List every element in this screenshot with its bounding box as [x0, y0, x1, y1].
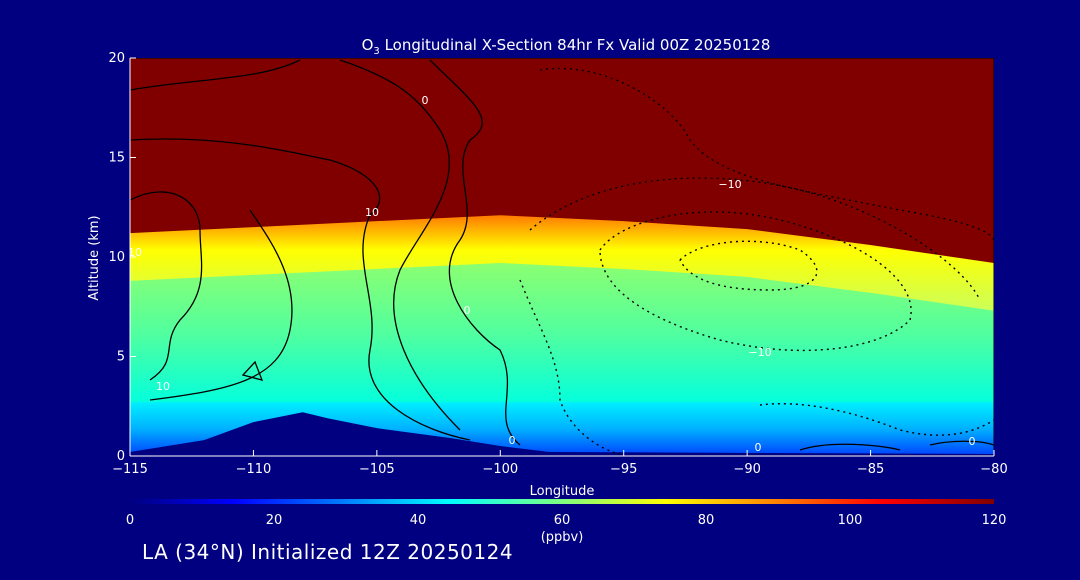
contour-label: 10	[365, 206, 379, 219]
colorbar-ticks: 0 20 40 60 80 100 120	[126, 513, 1007, 528]
contour-labels: 0 10 0 10 10 0 −10 −10 0 0	[128, 94, 976, 454]
contour-label: −10	[748, 346, 771, 359]
y-tick-label: 15	[108, 151, 125, 166]
contour-label: 0	[969, 435, 976, 448]
x-ticks: −115 −110 −105 −100 −95 −90 −85 −80	[112, 450, 1008, 477]
terrain	[130, 412, 994, 456]
contour-label: 10	[128, 246, 142, 259]
colorbar-tick-label: 80	[698, 513, 715, 528]
y-tick-label: 5	[117, 350, 125, 365]
x-tick-label: −85	[857, 462, 884, 477]
contour-label: 0	[755, 441, 762, 454]
contour-label: 0	[422, 94, 429, 107]
colorbar-tick-label: 120	[982, 513, 1007, 528]
colorbar-tick-label: 100	[838, 513, 863, 528]
x-tick-label: −105	[359, 462, 395, 477]
mid-troposphere-band	[130, 262, 994, 407]
contour-line	[130, 191, 203, 381]
dotted-contour-line	[539, 67, 994, 241]
contour-line	[149, 209, 293, 401]
contour-lines	[130, 59, 994, 451]
y-tick-label: 0	[117, 449, 125, 464]
colorbar-units: (ppbv)	[541, 530, 584, 545]
contour-line	[799, 440, 994, 451]
contour-line	[241, 360, 264, 381]
x-tick-label: −115	[112, 462, 148, 477]
x-tick-label: −90	[733, 462, 760, 477]
dotted-contour-line	[759, 403, 994, 436]
colorbar	[130, 499, 994, 504]
contour-line	[429, 59, 521, 446]
contour-label: 0	[509, 434, 516, 447]
contour-label: −10	[718, 178, 741, 191]
x-tick-label: −100	[482, 462, 518, 477]
x-tick-label: −80	[980, 462, 1007, 477]
chart-title: O3 Longitudinal X-Section 84hr Fx Valid …	[362, 36, 771, 57]
contour-label: 0	[464, 304, 471, 317]
negative-contour-lines	[519, 67, 994, 455]
contour-line	[130, 59, 301, 91]
tropopause-transition-band	[130, 215, 994, 315]
x-tick-label: −95	[610, 462, 637, 477]
x-axis-label: Longitude	[530, 484, 595, 499]
contour-line	[339, 59, 461, 431]
dotted-contour-line	[679, 240, 818, 291]
y-axis-label: Altitude (km)	[87, 215, 102, 300]
y-tick-label: 20	[108, 51, 125, 66]
colorbar-tick-label: 20	[266, 513, 283, 528]
initialization-caption: LA (34°N) Initialized 12Z 20250124	[142, 540, 514, 564]
colorbar-tick-label: 0	[126, 513, 134, 528]
dotted-contour-line	[529, 177, 981, 301]
colorbar-tick-label: 60	[554, 513, 571, 528]
plot-area: 0 10 0 10 10 0 −10 −10 0 0	[128, 58, 994, 456]
colorbar-tick-label: 40	[410, 513, 427, 528]
x-tick-label: −110	[236, 462, 272, 477]
dotted-contour-line	[519, 279, 621, 455]
contour-label: 10	[156, 380, 170, 393]
y-ticks: 0 5 10 15 20	[108, 51, 136, 464]
contour-line	[130, 138, 471, 441]
y-tick-label: 10	[108, 250, 125, 265]
